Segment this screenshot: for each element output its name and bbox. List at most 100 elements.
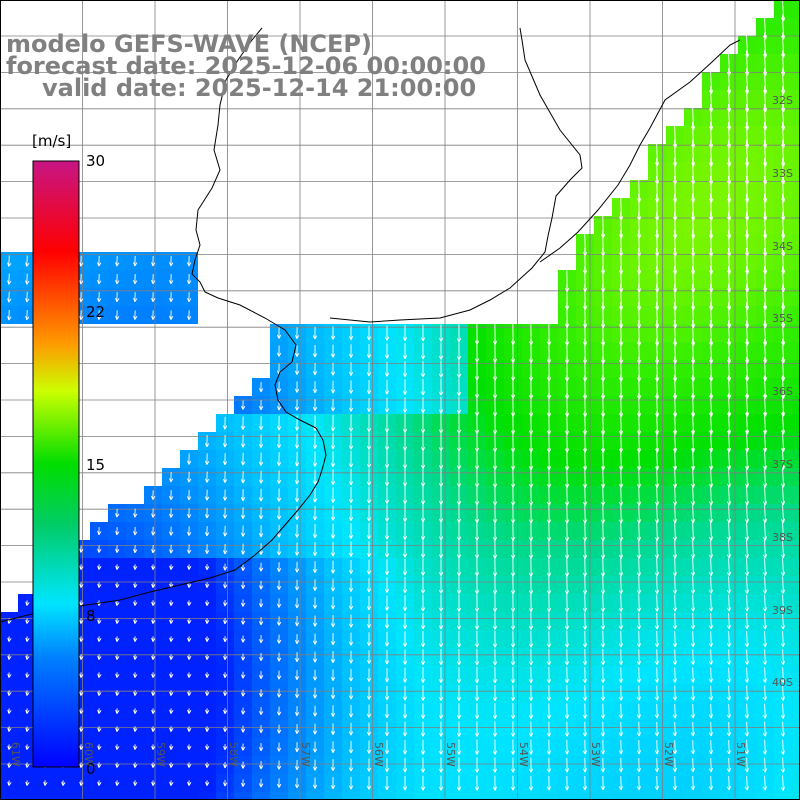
wind-arrow (384, 343, 390, 359)
wind-arrow (600, 594, 606, 612)
wind-arrow (420, 685, 426, 701)
wind-arrow (133, 672, 138, 678)
wind-arrow (474, 594, 480, 612)
wind-arrow (366, 432, 372, 450)
wind-arrow (402, 504, 408, 523)
wind-arrow (312, 777, 318, 789)
wind-arrow (222, 434, 228, 448)
wind-arrow (402, 325, 408, 342)
wind-arrow (546, 721, 552, 737)
wind-arrow (330, 414, 336, 432)
wind-arrow (312, 433, 318, 449)
wind-arrow (456, 648, 462, 666)
wind-arrow (618, 758, 624, 773)
wind-arrow (654, 612, 660, 630)
wind-arrow (133, 526, 138, 536)
wind-arrow (294, 616, 300, 627)
wind-arrow (169, 564, 174, 570)
wind-arrow (366, 325, 372, 341)
wind-arrow (600, 685, 606, 701)
wind-arrow (330, 451, 336, 468)
wind-cell (360, 792, 378, 800)
wind-arrow (456, 685, 462, 701)
wind-arrow (618, 630, 624, 648)
wind-arrow (97, 654, 102, 660)
wind-arrow (672, 631, 678, 648)
wind-arrow (169, 690, 174, 696)
wind-arrow (187, 255, 192, 267)
wind-arrow (618, 703, 624, 719)
wind-arrow (780, 612, 785, 630)
wind-cell (378, 792, 396, 800)
wind-arrow (420, 667, 426, 683)
wind-arrow (456, 775, 462, 791)
wind-arrow (169, 310, 174, 320)
wind-arrow (654, 758, 659, 773)
wind-arrow (744, 539, 750, 559)
wind-arrow (330, 523, 336, 539)
wind-arrow (654, 776, 659, 791)
wind-arrow (780, 631, 785, 648)
wind-arrow (654, 557, 660, 577)
wind-arrow (348, 523, 354, 539)
wind-cell (540, 792, 558, 800)
wind-arrow (151, 726, 156, 732)
wind-arrow (582, 594, 588, 613)
wind-arrow (7, 744, 12, 750)
wind-arrow (438, 396, 444, 414)
wind-arrow (115, 780, 120, 786)
wind-arrow (187, 708, 192, 714)
wind-arrow (510, 630, 516, 648)
wind-arrow (79, 744, 84, 750)
wind-arrow (169, 726, 174, 732)
wind-arrow (564, 630, 570, 648)
wind-arrow (151, 780, 156, 786)
wind-arrow (726, 685, 731, 701)
wind-arrow (151, 526, 156, 536)
wind-arrow (294, 524, 300, 538)
latitude-label: 36S (772, 385, 793, 399)
wind-arrow (97, 762, 102, 768)
wind-arrow (258, 543, 264, 555)
wind-arrow (492, 666, 498, 684)
wind-arrow (654, 703, 659, 719)
wind-arrow (420, 485, 426, 505)
colorbar-tick-30: 30 (86, 152, 106, 170)
wind-cell (198, 792, 216, 800)
wind-cell (792, 522, 800, 540)
wind-arrow (133, 780, 138, 786)
wind-cell (792, 252, 800, 270)
wind-arrow (690, 758, 695, 773)
wind-arrow (348, 414, 354, 432)
wind-arrow (510, 594, 516, 613)
wind-arrow (708, 667, 713, 683)
wind-arrow (762, 721, 767, 737)
wind-arrow (79, 273, 84, 285)
longitude-label: 60W (81, 742, 95, 767)
wind-arrow (402, 558, 408, 576)
wind-arrow (636, 667, 642, 683)
wind-arrow (618, 557, 624, 577)
latitude-label: 33S (772, 166, 793, 180)
wind-cell (792, 396, 800, 414)
wind-arrow (762, 594, 767, 612)
wind-arrow (384, 577, 390, 593)
wind-arrow (169, 526, 174, 536)
wind-arrow (708, 539, 714, 559)
wind-cell (792, 180, 800, 198)
wind-arrow (582, 757, 588, 773)
wind-arrow (330, 326, 336, 340)
wind-cell (36, 792, 54, 800)
wind-arrow (510, 721, 516, 737)
wind-arrow (564, 557, 570, 577)
wind-arrow (384, 504, 390, 522)
wind-arrow (384, 613, 390, 629)
wind-arrow (618, 776, 624, 791)
wind-arrow (97, 618, 102, 624)
wind-arrow (312, 579, 318, 591)
wind-arrow (169, 490, 174, 501)
wind-arrow (205, 780, 210, 786)
wind-arrow (528, 630, 534, 648)
wind-arrow (366, 398, 372, 413)
